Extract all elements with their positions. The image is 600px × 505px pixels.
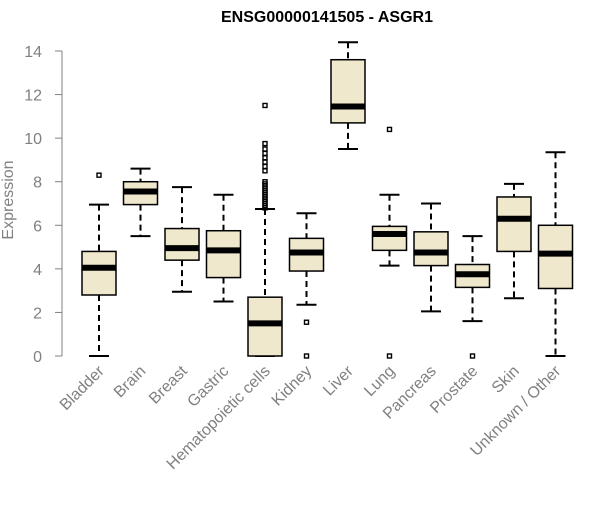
x-tick-label: Breast xyxy=(146,362,191,407)
x-tick-label: Liver xyxy=(320,362,357,399)
outlier-point xyxy=(469,353,476,359)
x-tick-label: Lung xyxy=(361,363,398,400)
y-axis-label: Expression xyxy=(0,160,17,239)
outlier-point xyxy=(262,179,268,185)
outlier-point xyxy=(262,155,268,161)
box-group xyxy=(122,167,159,238)
box-group xyxy=(288,212,325,359)
y-tick-label: 8 xyxy=(33,175,42,192)
iqr-box xyxy=(537,224,574,290)
y-tick-label: 0 xyxy=(33,349,42,366)
outlier-point xyxy=(386,353,393,359)
box-series xyxy=(81,41,574,359)
outlier-point xyxy=(262,150,268,157)
x-tick-label: Brain xyxy=(111,363,149,401)
box-group xyxy=(537,151,574,357)
x-tick-label: Skin xyxy=(489,363,523,397)
outlier-point xyxy=(303,319,310,325)
outlier-point xyxy=(386,126,393,133)
x-tick-label: Kidney xyxy=(269,363,316,410)
box-group xyxy=(81,172,117,357)
box-group xyxy=(330,41,366,151)
y-tick-label: 12 xyxy=(24,88,42,105)
iqr-box xyxy=(330,58,366,124)
outlier-point xyxy=(262,159,268,165)
outlier-point xyxy=(303,353,310,359)
y-tick-label: 10 xyxy=(24,131,42,148)
x-tick-label: Bladder xyxy=(57,362,108,413)
outlier-point xyxy=(96,172,102,178)
iqr-box xyxy=(247,296,283,357)
box-group xyxy=(164,186,200,293)
box-group xyxy=(496,182,532,300)
y-tick-label: 2 xyxy=(33,305,42,322)
outlier-point xyxy=(262,168,268,174)
box-group xyxy=(205,193,242,303)
outlier-point xyxy=(262,102,268,109)
iqr-box xyxy=(81,250,117,296)
box-group xyxy=(413,202,449,313)
box-group xyxy=(371,126,408,359)
box-group xyxy=(247,102,283,357)
y-tick-label: 4 xyxy=(33,262,42,279)
outlier-point xyxy=(262,163,268,170)
iqr-box xyxy=(205,229,242,279)
y-tick-label: 14 xyxy=(24,44,42,61)
iqr-box xyxy=(413,231,449,267)
y-tick-label: 6 xyxy=(33,218,42,235)
iqr-box xyxy=(371,225,408,252)
iqr-box xyxy=(164,227,200,261)
y-axis-ticks: 0 2 4 6 8 10 12 14 xyxy=(24,44,62,366)
iqr-box xyxy=(496,196,532,253)
outlier-point xyxy=(262,140,268,147)
outlier-point xyxy=(262,146,268,152)
chart-title: ENSG00000141505 - ASGR1 xyxy=(221,9,433,26)
box-group xyxy=(454,235,491,359)
